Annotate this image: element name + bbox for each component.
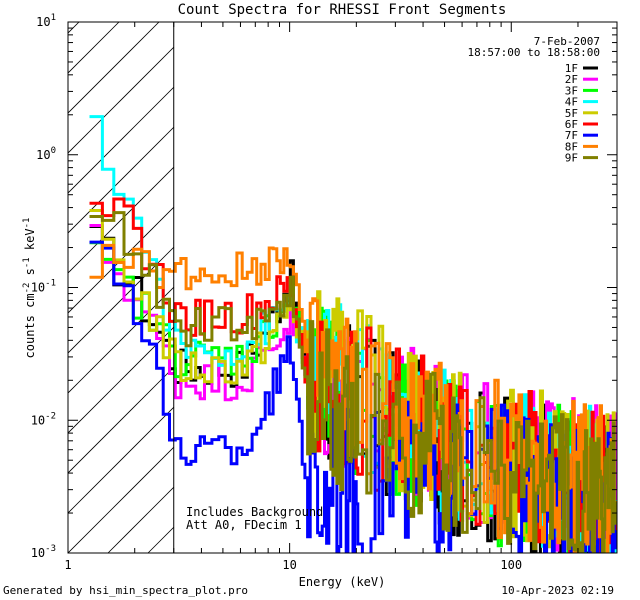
legend-label-1F: 1F	[565, 62, 578, 75]
hatch-line	[68, 22, 120, 74]
legend-label-6F: 6F	[565, 118, 578, 131]
legend-label-9F: 9F	[565, 152, 578, 165]
legend-label-7F: 7F	[565, 129, 578, 142]
x-tick-label: 100	[500, 558, 522, 572]
hatch-line	[68, 22, 200, 154]
y-tick-label: 10-2	[31, 411, 56, 427]
legend-label-2F: 2F	[565, 73, 578, 86]
legend-time-range: 18:57:00 to 18:58:00	[468, 46, 600, 59]
hatch-line	[68, 22, 240, 194]
series-lines	[89, 115, 617, 553]
legend-label-4F: 4F	[565, 96, 578, 109]
y-axis-label: counts cm-2 s-1 keV-1	[22, 218, 37, 359]
hatch-line	[68, 22, 160, 114]
footer-timestamp: 10-Apr-2023 02:19	[501, 584, 614, 597]
legend-label-5F: 5F	[565, 107, 578, 120]
legend-label-3F: 3F	[565, 84, 578, 97]
legend-label-8F: 8F	[565, 140, 578, 153]
annotation-attenuator: Att A0, FDecim 1	[186, 518, 302, 532]
x-axis-label: Energy (keV)	[299, 575, 386, 589]
y-tick-label: 10-1	[31, 279, 56, 295]
annotation-background: Includes Background	[186, 505, 323, 519]
series-line-9F	[89, 211, 617, 553]
y-tick-label: 101	[36, 13, 56, 29]
legend-date: 7-Feb-2007	[534, 35, 600, 48]
chart-title: Count Spectra for RHESSI Front Segments	[178, 2, 507, 18]
y-tick-label: 10-3	[31, 544, 56, 560]
y-tick-label: 100	[36, 146, 56, 162]
footer-generated-by: Generated by hsi_min_spectra_plot.pro	[3, 584, 248, 597]
x-tick-label: 1	[64, 558, 71, 572]
series-line-8F	[89, 243, 617, 553]
axis-ticks: 1 10 100 10-3 10-2 10-1 100 101	[31, 13, 618, 572]
x-tick-label: 10	[282, 558, 296, 572]
